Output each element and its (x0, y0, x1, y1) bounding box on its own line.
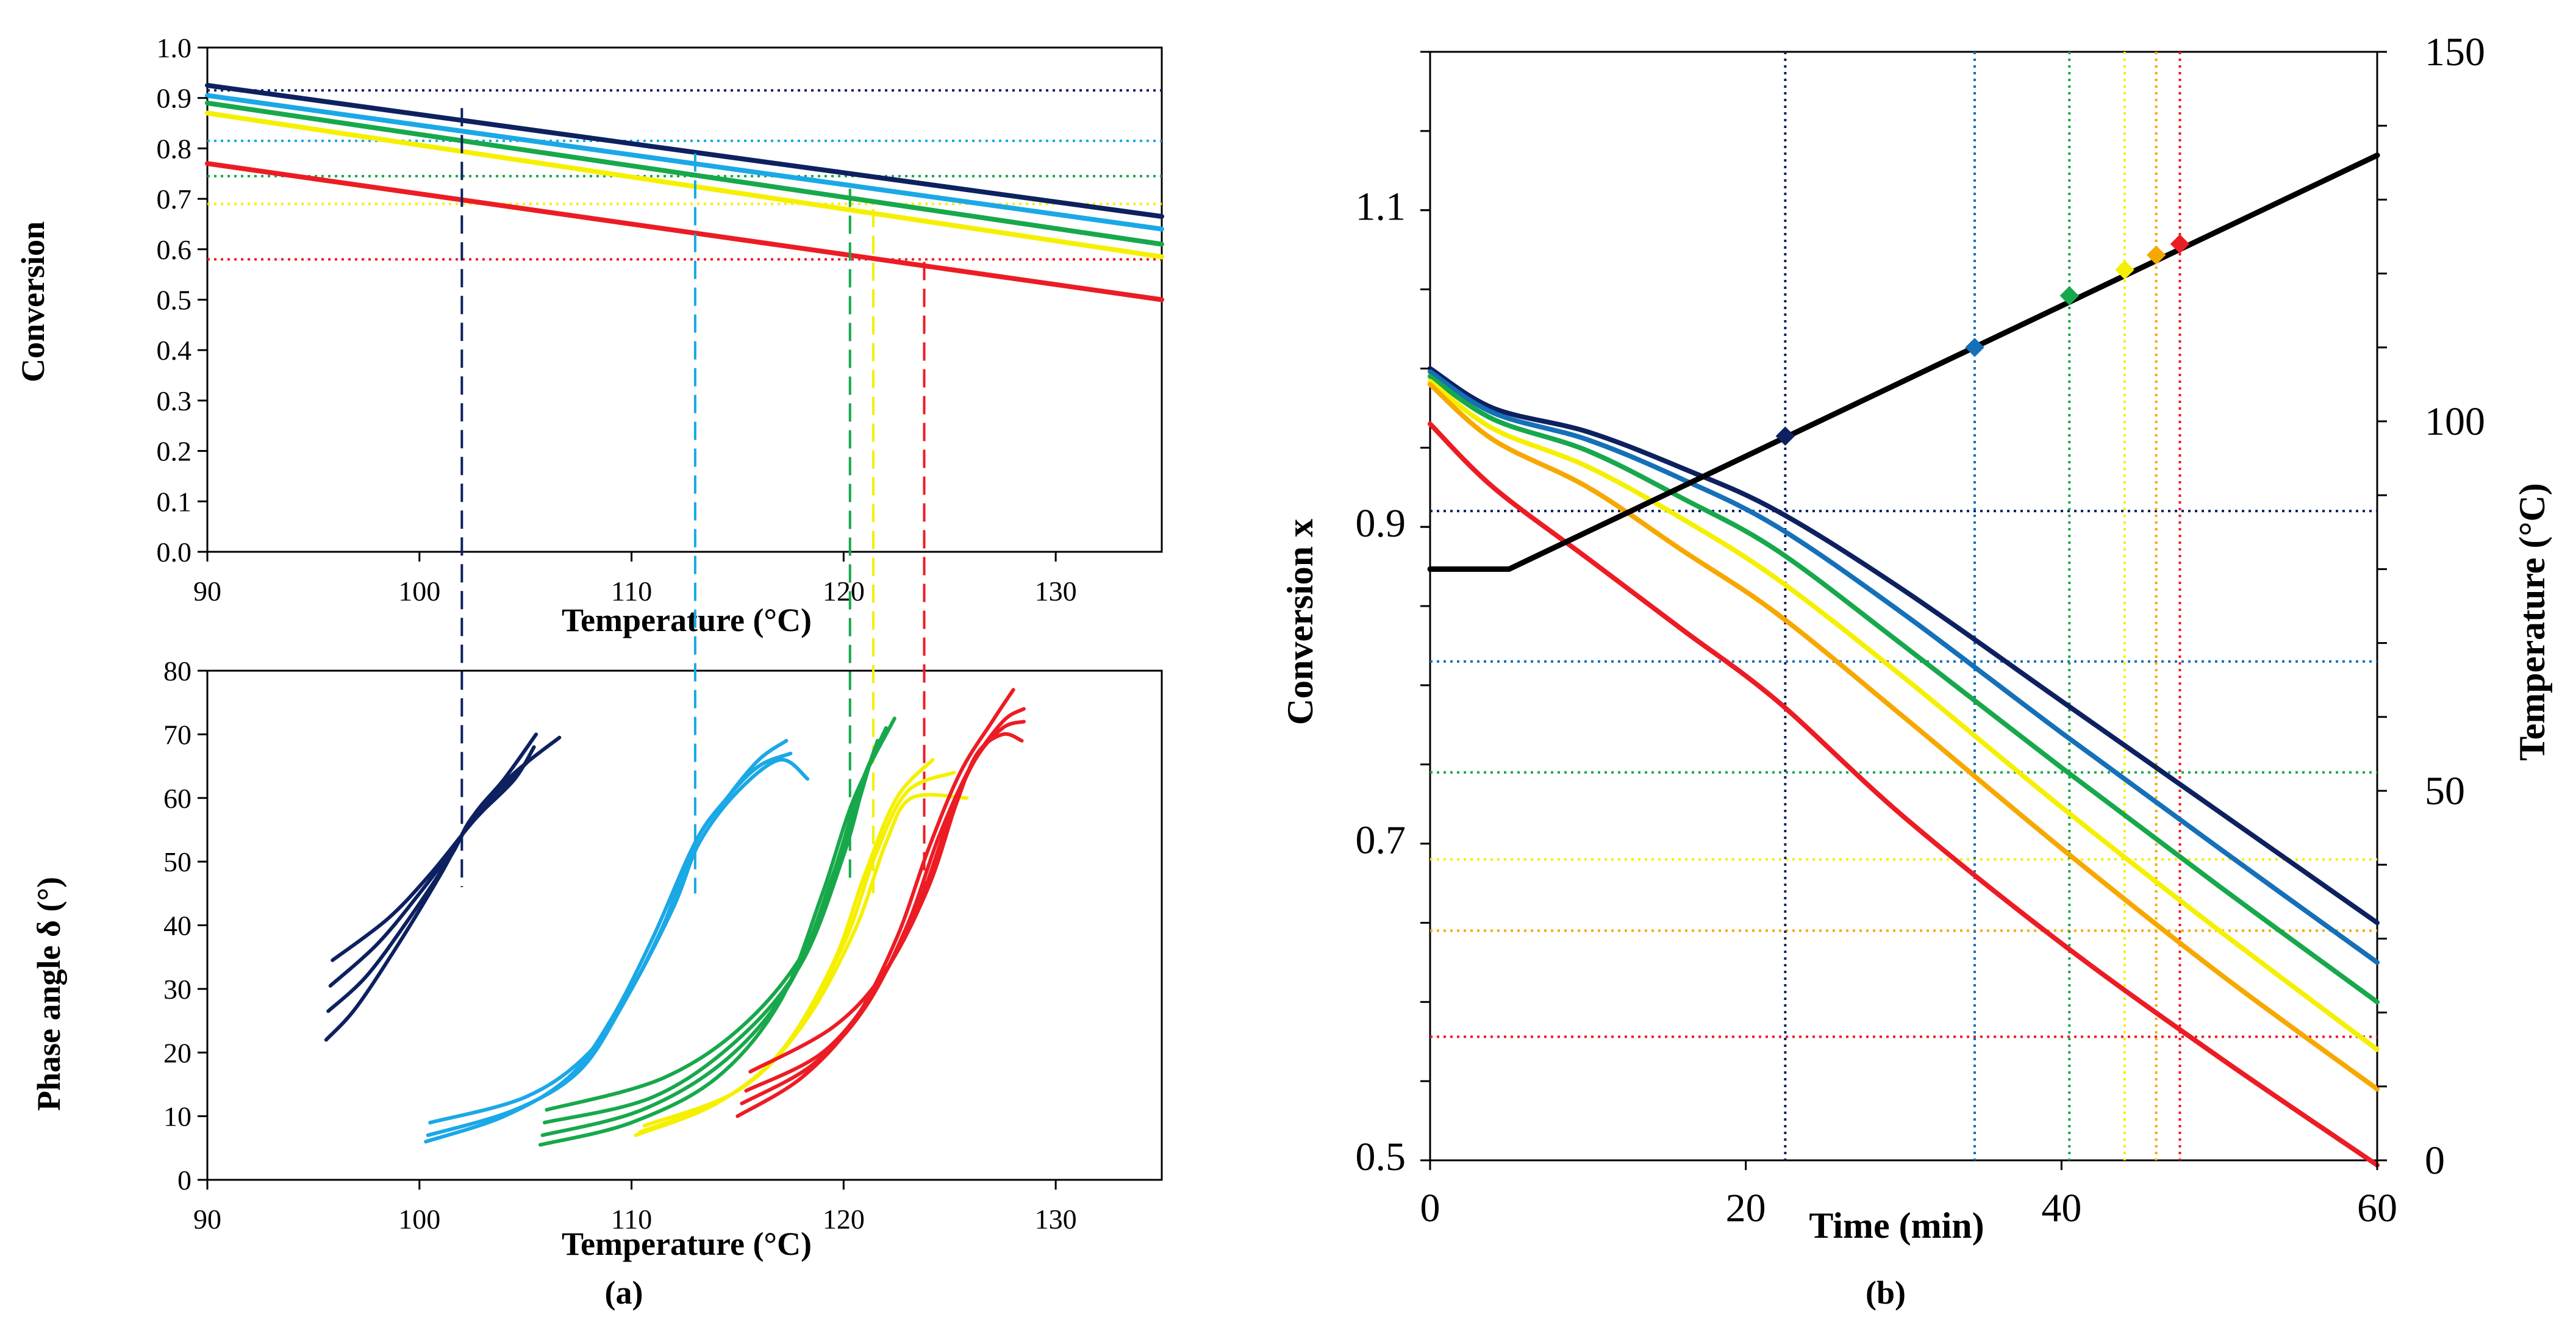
a-bottom-ytick-label: 40 (163, 910, 191, 941)
panel-label-a: (a) (605, 1274, 643, 1311)
b-series-navy-0 (1428, 366, 2380, 926)
a-bottom-series-green-8 (540, 726, 888, 1137)
a-top-plot-area: 0.0 0.1 0.2 0.3 0.4 0.5 0.6 0.7 0.8 0.9 1.0 90 100 11… (157, 32, 1164, 607)
a-bottom-series-red-14 (735, 688, 1015, 1118)
panel-label-b: (b) (1866, 1274, 1906, 1311)
a-top-ylabel: Conversion (15, 221, 51, 382)
b-marker-orange (2146, 245, 2166, 265)
a-top-ytick-label: 0.8 (157, 133, 192, 164)
a-bottom-series-green-10 (545, 764, 871, 1112)
b-xtick-label: 0 (1420, 1186, 1440, 1230)
b-ytick-label: 0.7 (1356, 818, 1406, 863)
b-series-red-5 (1428, 421, 2380, 1168)
a-bottom-series-green-7 (538, 716, 896, 1147)
b-series-yellow-3 (1428, 379, 2380, 1052)
a-bottom-ytick-label: 30 (163, 974, 191, 1005)
b-xtick-label: 60 (2357, 1186, 2397, 1230)
a-bottom-ytick-label: 20 (163, 1037, 191, 1068)
a-top-series-yellow-3 (205, 110, 1164, 260)
a-top-ytick-label: 0.3 (157, 385, 192, 416)
a-top-ytick-label: 0.6 (157, 234, 192, 265)
a-top-ytick-label: 0.2 (157, 436, 192, 467)
a-bottom-ytick-label: 60 (163, 783, 191, 814)
a-top-ytick-label: 1.0 (157, 32, 192, 63)
b-marker-green (2059, 286, 2079, 305)
b-xtick-label: 20 (1726, 1186, 1766, 1230)
a-bottom-series-yellow-11 (634, 758, 935, 1137)
a-bottom-xlabel: Temperature (°C) (562, 1226, 812, 1262)
b-marker-red (2170, 234, 2190, 254)
b-frame (1429, 51, 2378, 1162)
b-series-green-2 (1428, 374, 2380, 1005)
a-top-xtick-label: 130 (1035, 576, 1077, 607)
a-bottom-frame (206, 669, 1163, 1181)
chart-b: 0.5 0.7 0.9 1.1 0 50 100 150 0 20 40 60 Conversion … (1280, 30, 2552, 1311)
a-bottom-xtick-label: 90 (193, 1204, 221, 1235)
b-marker-navy (1775, 426, 1795, 446)
b-ytick-label: 1.1 (1356, 185, 1406, 229)
a-bottom-series-green-9 (543, 738, 879, 1125)
a-top-ytick-label: 0.0 (157, 537, 192, 568)
a-top-series-red-4 (205, 161, 1164, 302)
a-top-series-lightblue-1 (205, 93, 1164, 232)
a-top-series-green-2 (205, 101, 1164, 247)
a-top-ytick-label: 0.9 (157, 83, 192, 114)
a-bottom-series-navy-3 (331, 745, 536, 962)
a-bottom-xtick-label: 100 (398, 1204, 440, 1235)
b-xtick-label: 40 (2041, 1186, 2081, 1230)
a-top-xtick-label: 100 (398, 576, 440, 607)
a-top-xtick-label: 110 (611, 576, 652, 607)
a-top-ytick-label: 0.7 (157, 184, 192, 215)
b-y2tick-label: 50 (2425, 769, 2465, 813)
chart-a-bottom: 0 10 20 30 40 50 60 70 80 90 100 110 120 130 Phase an… (30, 108, 1163, 1311)
a-bottom-series-lightblue-4 (424, 738, 789, 1144)
a-top-xtick-label: 90 (193, 576, 221, 607)
a-bottom-series-navy-1 (326, 735, 562, 1013)
b-series-black-6 (1427, 152, 2380, 572)
a-bottom-ytick-label: 0 (177, 1165, 191, 1196)
a-bottom-ytick-label: 80 (163, 655, 191, 687)
b-xlabel: Time (min) (1809, 1205, 1984, 1246)
b-y2tick-label: 100 (2425, 399, 2485, 444)
a-bottom-xtick-label: 120 (823, 1204, 865, 1235)
a-bottom-series-yellow-13 (642, 793, 968, 1128)
b-plot-area: 0.5 0.7 0.9 1.1 0 50 100 150 0 20 40 60 (1356, 30, 2486, 1230)
b-y2label: Temperature (°C) (2512, 483, 2552, 761)
b-ylabel: Conversion x (1280, 519, 1320, 725)
chart-a-top: 0.0 0.1 0.2 0.3 0.4 0.5 0.6 0.7 0.8 0.9 1.0 90 100 11… (15, 32, 1164, 638)
a-bottom-ytick-label: 50 (163, 846, 191, 877)
b-marker-mediumblue (1965, 338, 1984, 357)
a-top-ytick-label: 0.4 (157, 335, 192, 366)
a-top-series-navy-0 (205, 83, 1164, 219)
b-marker-yellow (2115, 260, 2134, 280)
a-bottom-ytick-label: 70 (163, 719, 191, 750)
b-series-orange-4 (1428, 382, 2380, 1092)
a-top-xlabel: Temperature (°C) (562, 602, 812, 638)
a-bottom-plot-area: 0 10 20 30 40 50 60 70 80 90 100 110 120 130 (163, 108, 1163, 1235)
a-bottom-ylabel: Phase angle δ (°) (30, 877, 67, 1111)
a-top-ytick-label: 0.5 (157, 285, 192, 316)
a-bottom-ytick-label: 10 (163, 1101, 191, 1132)
a-bottom-series-lightblue-6 (428, 758, 810, 1125)
a-bottom-xtick-label: 130 (1035, 1204, 1077, 1235)
b-y2tick-label: 150 (2425, 30, 2485, 74)
a-bottom-series-red-17 (748, 732, 1024, 1074)
b-ytick-label: 0.5 (1356, 1135, 1406, 1179)
b-y2tick-label: 0 (2425, 1138, 2445, 1183)
b-ytick-label: 0.9 (1356, 501, 1406, 546)
a-bottom-series-red-16 (744, 719, 1026, 1093)
a-top-xtick-label: 120 (823, 576, 865, 607)
a-bottom-series-navy-2 (328, 758, 532, 988)
a-bottom-xtick-label: 110 (611, 1204, 652, 1235)
a-top-ytick-label: 0.1 (157, 486, 192, 517)
b-series-mediumblue-1 (1428, 369, 2380, 965)
a-bottom-series-red-15 (740, 707, 1026, 1105)
